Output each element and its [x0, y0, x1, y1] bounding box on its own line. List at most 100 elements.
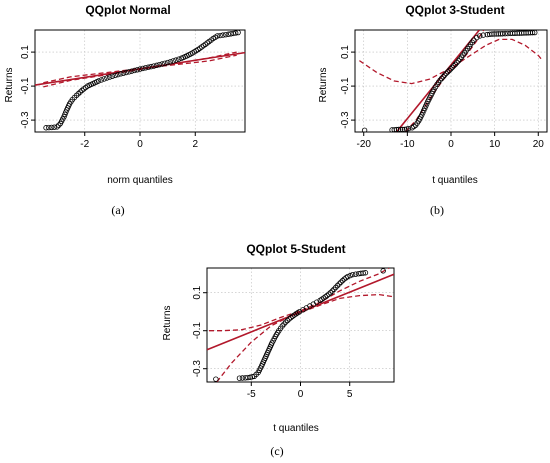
panel-a-fit-line — [35, 51, 245, 86]
panel-c-data-point-dense — [347, 272, 353, 279]
panel-b-x-axis-label: t quantiles — [432, 175, 478, 186]
panel-b-data-point-dense — [441, 72, 448, 78]
panel-b-title: QQplot 3-Student — [405, 3, 504, 17]
panel-a-data-point-dense — [77, 89, 83, 95]
panel-c-data-point — [362, 270, 369, 276]
panel-a-data-point — [214, 33, 221, 39]
panel-a-data-point-dense — [142, 65, 149, 71]
panel-a-caption: (a) — [111, 203, 124, 217]
panel-a-data-point — [43, 125, 49, 131]
panel-b: QQplot 3-Student Returns t quantiles (b)… — [318, 3, 548, 217]
panel-c-y-axis-label: Returns — [162, 305, 173, 340]
panel-b-band-lower — [404, 30, 485, 132]
panel-a-data-point-dense — [137, 66, 143, 72]
panel-b-data-point-dense — [495, 31, 502, 37]
panel-a-data-point — [54, 124, 60, 130]
panel-c-data-point-dense — [360, 270, 366, 276]
panel-b-data-point-dense — [451, 63, 457, 69]
panel-a-data-point-dense — [56, 122, 62, 128]
panel-b-data-point-dense — [448, 66, 454, 72]
panel-b-data-point-dense — [445, 69, 451, 75]
panel-c-data-point — [331, 286, 337, 292]
panel-a-data-point — [134, 67, 140, 73]
panel-a-data-point — [167, 59, 174, 65]
panel-c-x-tick-label: 0 — [298, 389, 304, 400]
panel-a-data-point-dense — [148, 63, 154, 70]
panel-a-data-point — [48, 124, 55, 131]
panel-b-data-point — [395, 126, 402, 132]
panel-a-data-point — [173, 57, 179, 63]
panel-a-data-point — [95, 78, 102, 84]
panel-c-data-point-dense — [339, 277, 346, 284]
panel-c-y-tick-label: 0.1 — [192, 285, 203, 299]
panel-a-y-tick-label: -0.3 — [20, 111, 31, 129]
panel-c-data-point — [283, 319, 289, 325]
panel-a-data-point-dense — [164, 59, 171, 66]
panel-a-data-point — [129, 68, 135, 74]
panel-b-data-point — [532, 30, 538, 36]
panel-b-y-axis-label: Returns — [318, 67, 329, 102]
panel-a: QQplot Normal Returns norm quantiles (a)… — [4, 3, 246, 217]
panel-c-title: QQplot 5-Student — [246, 242, 345, 256]
panel-c-data-point — [324, 292, 330, 299]
panel-a-data-point-dense — [51, 124, 58, 130]
panel-b-data-point — [449, 64, 456, 71]
panel-c-data-point — [349, 271, 356, 278]
panel-b-data-point — [480, 32, 486, 38]
panel-b-data-point — [499, 31, 506, 37]
panel-c-data-point — [334, 282, 341, 289]
panel-a-x-axis-label: norm quantiles — [107, 175, 173, 186]
panel-a-data-point — [235, 30, 241, 36]
panel-b-data-point — [474, 34, 480, 41]
panel-b-y-tick-label: 0.1 — [340, 45, 351, 59]
panel-b-data-point-dense — [404, 126, 410, 132]
panel-c-y-tick-label: -0.1 — [192, 322, 203, 340]
panel-b-data-point-dense — [502, 30, 508, 37]
panel-c-data-point-dense — [329, 288, 335, 294]
panel-b-x-tick-label: 0 — [448, 139, 454, 150]
panel-a-data-point-dense — [46, 124, 52, 131]
panel-c-x-tick-label: -5 — [247, 389, 256, 400]
panel-a-data-point — [106, 74, 113, 80]
panel-a-data-point-dense — [232, 30, 239, 36]
panel-c: QQplot 5-Student Returns t quantiles (c)… — [162, 242, 395, 458]
panel-b-data-point — [452, 61, 459, 68]
panel-c-data-point-dense — [352, 271, 359, 277]
panel-a-data-point-dense — [109, 73, 116, 79]
panel-a-data-point-dense — [115, 71, 121, 78]
panel-b-data-point-dense — [454, 59, 460, 66]
panel-c-data-point — [338, 279, 344, 285]
panel-a-data-point-dense — [222, 31, 229, 38]
panel-a-data-point-dense — [98, 77, 105, 83]
panel-c-band-lower — [216, 293, 393, 382]
panel-a-y-axis-label: Returns — [4, 67, 15, 102]
panel-c-data-point-dense — [288, 314, 294, 321]
panel-b-data-point-dense — [529, 30, 536, 36]
panel-a-data-point-dense — [120, 70, 127, 76]
panel-b-data-point — [405, 125, 412, 132]
panel-b-data-point-dense — [397, 126, 404, 132]
panel-b-data-point-dense — [438, 75, 445, 82]
panel-c-data-point — [327, 290, 334, 296]
panel-a-data-point — [145, 64, 151, 70]
panel-a-data-point — [112, 72, 118, 79]
panel-a-data-point-dense — [126, 69, 132, 75]
panel-a-y-tick-label: -0.1 — [20, 77, 31, 95]
panel-b-data-point — [440, 74, 446, 80]
panel-c-data-point — [380, 268, 386, 274]
panel-c-x-tick-label: 5 — [347, 389, 353, 400]
panel-c-y-tick-label: -0.3 — [192, 360, 203, 378]
panel-b-band-upper — [359, 38, 544, 85]
panel-b-data-point — [437, 77, 443, 83]
panel-c-data-point-dense — [239, 375, 246, 381]
panel-b-data-point-dense — [491, 31, 497, 37]
panel-c-plot-area: -5 0 5 0.1 -0.1 -0.3 — [192, 267, 395, 400]
panel-b-y-tick-label: -0.1 — [340, 77, 351, 95]
panel-b-x-tick-label: 20 — [533, 139, 545, 150]
panel-b-data-point — [477, 33, 483, 39]
panel-a-data-point-dense — [75, 91, 81, 97]
panel-c-data-point — [213, 376, 219, 382]
panel-a-x-tick-label: 2 — [192, 139, 198, 150]
panel-c-data-point-dense — [336, 281, 342, 287]
panel-a-data-point-dense — [104, 75, 110, 81]
